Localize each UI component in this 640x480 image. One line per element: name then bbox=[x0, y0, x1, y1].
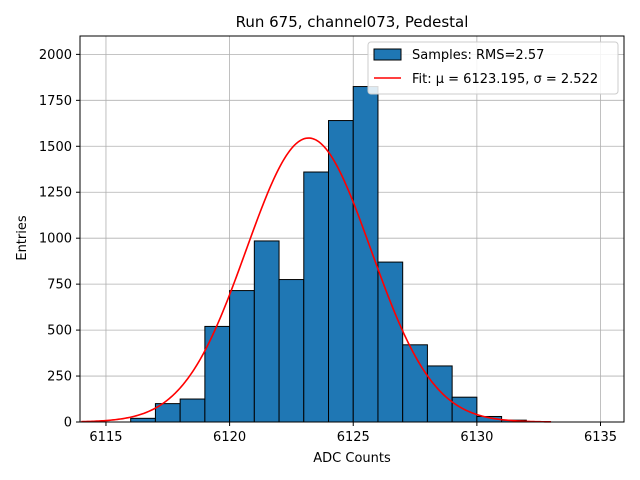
histogram-bar bbox=[352, 86, 379, 423]
histogram-bar bbox=[303, 171, 330, 423]
fit-curve bbox=[81, 137, 552, 423]
histogram-bar bbox=[377, 261, 404, 423]
histogram-bar bbox=[328, 120, 354, 423]
histogram-bar bbox=[229, 290, 255, 423]
y-tick-label: 0 bbox=[64, 416, 72, 431]
legend-swatch-samples bbox=[373, 48, 402, 61]
legend-label-fit: Fit: μ = 6123.195, σ = 2.522 bbox=[412, 72, 598, 87]
legend-box bbox=[367, 41, 619, 95]
histogram-bar bbox=[402, 344, 428, 423]
chart-title: Run 675, channel073, Pedestal bbox=[236, 13, 469, 31]
histogram-bar bbox=[278, 279, 305, 423]
legend-label-samples: Samples: RMS=2.57 bbox=[412, 48, 544, 63]
x-tick-label: 6135 bbox=[584, 430, 617, 445]
y-tick-label: 1000 bbox=[39, 232, 72, 247]
axes: 6115 6120 6125 6130 6135 0 250 500 750 1000 1250 15… bbox=[39, 35, 625, 445]
x-tick-label: 6125 bbox=[337, 430, 370, 445]
y-tick-label: 250 bbox=[47, 370, 72, 385]
y-tick-label: 2000 bbox=[39, 48, 72, 63]
histogram-bars bbox=[130, 86, 527, 423]
y-tick-label: 750 bbox=[47, 278, 72, 293]
y-tick-label: 1750 bbox=[39, 94, 72, 109]
x-tick-label: 6130 bbox=[460, 430, 493, 445]
y-tick-label: 1500 bbox=[39, 140, 72, 155]
histogram-bar bbox=[204, 325, 231, 423]
histogram-bar bbox=[426, 365, 453, 423]
plot-frame bbox=[79, 35, 625, 423]
y-tick-label: 500 bbox=[47, 324, 72, 339]
x-tick-label: 6115 bbox=[89, 430, 122, 445]
histogram-bar bbox=[130, 417, 156, 423]
y-axis-label: Entries bbox=[15, 215, 30, 261]
legend: Samples: RMS=2.57 Fit: μ = 6123.195, σ = … bbox=[367, 41, 619, 95]
fit-curve-group bbox=[81, 137, 552, 423]
histogram-bar bbox=[253, 240, 280, 423]
y-tick-label: 1250 bbox=[39, 186, 72, 201]
x-axis-label: ADC Counts bbox=[313, 451, 391, 466]
histogram-bar bbox=[179, 398, 206, 423]
x-tick-label: 6120 bbox=[213, 430, 246, 445]
